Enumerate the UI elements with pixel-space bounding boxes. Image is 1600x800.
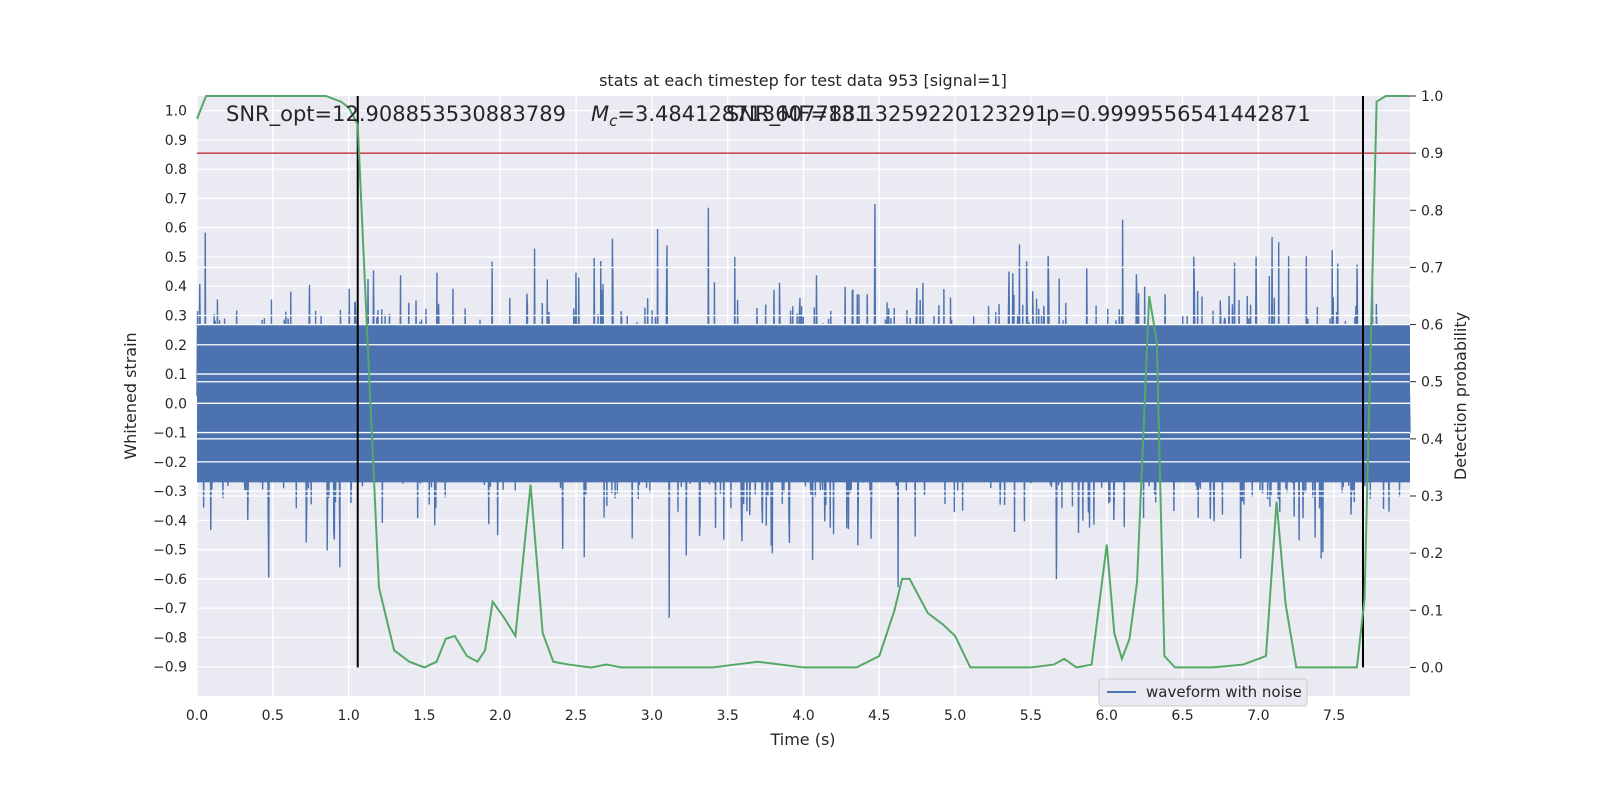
y-left-tick-label: −0.6	[153, 572, 187, 588]
x-tick-label: 5.5	[1020, 708, 1042, 724]
y-left-tick-label: 0.7	[165, 191, 187, 207]
y-left-tick-label: −0.2	[153, 455, 187, 471]
y-right-tick-label: 0.2	[1421, 546, 1443, 562]
legend-box	[1098, 678, 1308, 707]
chart-title: stats at each timestep for test data 953…	[599, 71, 1007, 90]
annotation-p-value: p=0.9999556541442871	[1046, 102, 1311, 126]
x-tick-label: 2.5	[565, 708, 587, 724]
y-left-tick-label: −0.5	[153, 543, 187, 559]
annotation-snr-mf: SNR_MF=13.13259220123291	[726, 102, 1048, 127]
y-left-tick-label: −0.8	[153, 630, 187, 646]
legend-entry-waveform: waveform with noise	[1146, 683, 1302, 701]
y-left-tick-label: 0.0	[165, 396, 187, 412]
waveform-series	[196, 204, 1411, 618]
y-left-tick-label: 0.3	[165, 309, 187, 325]
y-axis-label-right: Detection probability	[1451, 312, 1470, 480]
y-left-tick-label: 0.5	[165, 250, 187, 266]
y-right-tick-label: 0.3	[1421, 489, 1443, 505]
annotation-chirp-mass-subscript: c	[609, 112, 618, 130]
y-left-tick-label: −0.7	[153, 601, 187, 617]
annotation-snr-opt: SNR_opt=12.908853530883789	[226, 102, 566, 127]
y-left-tick-label: 1.0	[165, 104, 187, 120]
y-right-tick-label: 0.7	[1421, 260, 1443, 276]
x-tick-label: 6.5	[1171, 708, 1193, 724]
x-tick-label: 5.0	[944, 708, 966, 724]
y-left-tick-label: −0.1	[153, 426, 187, 442]
y-right-tick-label: 0.9	[1421, 146, 1443, 162]
y-left-tick-label: 0.4	[165, 279, 187, 295]
y-right-tick-label: 0.4	[1421, 432, 1443, 448]
x-tick-label: 7.5	[1323, 708, 1345, 724]
legend: waveform with noise	[1098, 678, 1308, 707]
y-left-tick-label: −0.3	[153, 484, 187, 500]
y-axis-label-left: Whitened strain	[121, 332, 140, 459]
y-right-tick-label: 0.1	[1421, 603, 1443, 619]
detection-probability-series	[196, 95, 1410, 669]
x-tick-label: 1.0	[337, 708, 359, 724]
y-right-tick-label: 0.0	[1421, 660, 1443, 676]
annotation-chirp-mass: Mc=3.4841287136077881	[591, 102, 869, 130]
tick-labels: 0.0 0.5 1.0 1.5 2.0 2.5 3.0 3.5 4.0 4.5 5.0 5.5 6.0 6…	[153, 89, 1443, 724]
y-left-tick-label: −0.4	[153, 513, 187, 529]
y-right-tick-label: 0.6	[1421, 318, 1443, 334]
x-tick-label: 2.0	[489, 708, 511, 724]
x-tick-label: 4.5	[868, 708, 890, 724]
y-right-tick-label: 0.8	[1421, 203, 1443, 219]
overlay-lines	[197, 96, 1410, 668]
x-axis-label: Time (s)	[769, 730, 835, 749]
x-tick-label: 0.5	[262, 708, 284, 724]
x-tick-label: 7.0	[1247, 708, 1269, 724]
y-left-tick-label: −0.9	[153, 660, 187, 676]
x-tick-label: 1.5	[413, 708, 435, 724]
y-right-tick-label: 1.0	[1421, 89, 1443, 105]
y-left-tick-label: 0.8	[165, 162, 187, 178]
y-left-tick-label: 0.2	[165, 338, 187, 354]
x-tick-label: 4.0	[792, 708, 814, 724]
y-right-tick-label: 0.5	[1421, 375, 1443, 391]
x-tick-label: 0.0	[186, 708, 208, 724]
x-tick-label: 6.0	[1096, 708, 1118, 724]
y-left-tick-label: 0.1	[165, 367, 187, 383]
x-tick-label: 3.0	[641, 708, 663, 724]
detection-probability-line	[196, 95, 1410, 669]
y-left-tick-label: 0.6	[165, 221, 187, 237]
y-left-tick-label: 0.9	[165, 133, 187, 149]
annotation-chirp-mass-value: =3.4841287136077881	[617, 102, 868, 126]
annotation-chirp-mass-symbol: M	[591, 102, 609, 126]
x-tick-label: 3.5	[717, 708, 739, 724]
